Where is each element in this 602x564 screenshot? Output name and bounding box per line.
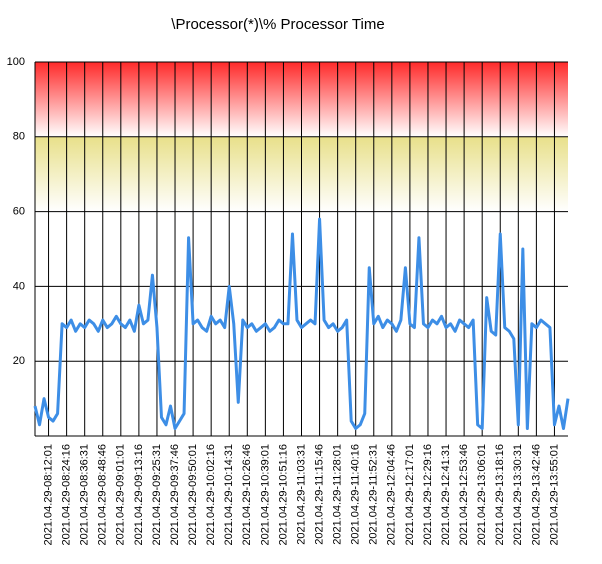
y-tick-label: 60 <box>13 206 25 218</box>
x-tick-label: 2021.04.29-13:18:16 <box>494 444 506 546</box>
chart-title: \Processor(*)\% Processor Time <box>171 16 384 33</box>
x-tick-label: 2021.04.29-10:14:31 <box>223 444 235 546</box>
x-tick-label: 2021.04.29-10:51:16 <box>277 444 289 546</box>
x-tick-label: 2021.04.29-10:26:46 <box>241 444 253 546</box>
x-tick-label: 2021.04.29-09:13:16 <box>133 444 145 546</box>
x-tick-label: 2021.04.29-12:41:31 <box>440 444 452 546</box>
x-tick-label: 2021.04.29-13:06:01 <box>476 444 488 546</box>
x-tick-label: 2021.04.29-09:01:01 <box>115 444 127 546</box>
x-tick-label: 2021.04.29-13:55:01 <box>548 444 560 546</box>
x-tick-label: 2021.04.29-11:15:46 <box>313 444 325 545</box>
x-tick-label: 2021.04.29-12:29:16 <box>422 444 434 546</box>
x-tick-label: 2021.04.29-11:52:31 <box>368 444 380 545</box>
y-tick-label: 100 <box>7 56 25 68</box>
x-tick-label: 2021.04.29-11:03:31 <box>295 444 307 545</box>
data-line <box>33 217 570 431</box>
x-tick-label: 2021.04.29-12:53:46 <box>458 444 470 546</box>
x-tick-label: 2021.04.29-08:36:31 <box>79 444 91 546</box>
x-tick-label: 2021.04.29-12:17:01 <box>404 444 416 546</box>
x-tick-label: 2021.04.29-13:30:31 <box>512 444 524 546</box>
x-tick-label: 2021.04.29-12:04:46 <box>386 444 398 546</box>
x-tick-label: 2021.04.29-10:39:01 <box>259 444 271 546</box>
y-tick-label: 80 <box>13 131 25 143</box>
x-tick-label: 2021.04.29-09:50:01 <box>187 444 199 546</box>
x-tick-label: 2021.04.29-11:40:16 <box>350 444 362 545</box>
x-tick-label: 2021.04.29-08:12:01 <box>42 444 54 546</box>
x-tick-label: 2021.04.29-08:48:46 <box>97 444 109 546</box>
y-tick-label: 20 <box>13 355 25 367</box>
x-tick-label: 2021.04.29-08:24:16 <box>61 444 73 546</box>
x-tick-label: 2021.04.29-10:02:16 <box>205 444 217 546</box>
x-tick-label: 2021.04.29-09:37:46 <box>169 444 181 546</box>
x-tick-label: 2021.04.29-11:28:01 <box>332 444 344 545</box>
x-tick-label: 2021.04.29-09:25:31 <box>151 444 163 546</box>
x-tick-label: 2021.04.29-13:42:46 <box>530 444 542 546</box>
y-tick-label: 40 <box>13 280 25 292</box>
